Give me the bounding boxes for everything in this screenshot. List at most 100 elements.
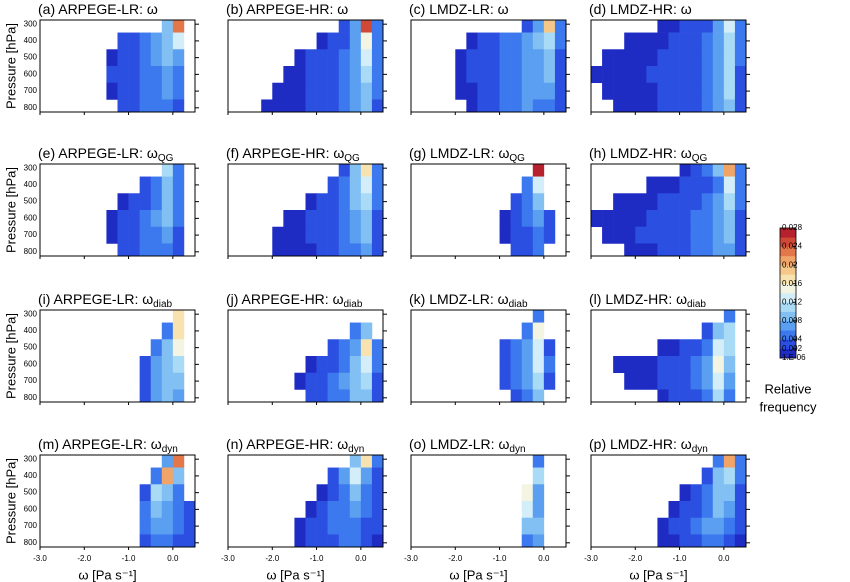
cell	[521, 243, 534, 256]
y-tick-label: 700	[24, 376, 38, 385]
cell	[360, 517, 373, 535]
cell	[117, 226, 129, 244]
cell	[701, 210, 714, 228]
cell	[646, 32, 658, 50]
cell	[510, 99, 523, 112]
cell	[338, 534, 351, 547]
cells	[613, 310, 736, 402]
cell	[613, 66, 625, 84]
cell	[172, 66, 185, 84]
cell	[455, 66, 467, 84]
cell	[690, 226, 703, 244]
cell	[543, 99, 556, 112]
cell	[532, 467, 545, 485]
cell	[723, 176, 736, 194]
cell	[679, 372, 691, 390]
cell	[117, 32, 129, 50]
cell	[172, 517, 185, 535]
panel-title: (k) LMDZ-LR: ωdiab	[409, 291, 528, 310]
cell	[316, 193, 328, 211]
cell	[106, 210, 118, 228]
title-text: (d) LMDZ-HR: ω	[589, 1, 692, 17]
cell	[723, 243, 736, 256]
cell	[294, 517, 306, 535]
cell	[499, 99, 511, 112]
cell	[591, 210, 603, 228]
cell	[338, 356, 351, 374]
cell	[150, 356, 163, 374]
colorbar-swatch	[780, 302, 796, 312]
cell	[128, 32, 140, 50]
y-tick-label: 800	[24, 538, 38, 547]
cell	[646, 176, 658, 194]
cell	[305, 517, 317, 535]
cell	[371, 20, 383, 33]
cell	[150, 501, 163, 519]
cell	[161, 372, 174, 390]
cell	[338, 32, 351, 50]
cell	[635, 49, 647, 67]
cell	[602, 210, 614, 228]
colorbar-swatch	[780, 320, 796, 331]
cell	[466, 99, 478, 112]
cell	[349, 20, 362, 33]
title-subscript: dyn	[692, 444, 708, 455]
cell	[712, 243, 725, 256]
cell	[139, 176, 152, 194]
cell	[139, 389, 152, 402]
cell	[488, 32, 500, 50]
cell	[349, 517, 362, 535]
cell	[679, 82, 691, 100]
cell	[624, 99, 636, 112]
cell	[371, 82, 383, 100]
cell	[668, 176, 680, 194]
cell	[532, 193, 545, 211]
cell	[371, 210, 383, 228]
cell	[477, 32, 489, 50]
cell	[172, 372, 185, 390]
x-tick-label: -1.0	[310, 554, 324, 563]
panel-title: (o) LMDZ-LR: ωdyn	[409, 436, 526, 455]
panel-title: (l) LMDZ-HR: ωdiab	[589, 291, 706, 310]
cell	[360, 20, 373, 33]
cell	[723, 322, 736, 340]
cell	[723, 66, 736, 84]
colorbar-tick-label: 0.028	[782, 223, 803, 232]
cell	[349, 356, 362, 374]
cell	[360, 484, 373, 502]
cell	[723, 164, 736, 177]
cell	[338, 339, 351, 357]
cell	[723, 339, 736, 357]
cell	[360, 82, 373, 100]
cells	[261, 20, 383, 112]
y-tick-label: 700	[24, 521, 38, 530]
cell	[679, 49, 691, 67]
cell	[349, 49, 362, 67]
cell	[161, 243, 174, 256]
cell	[349, 322, 362, 340]
panel-title: (d) LMDZ-HR: ω	[589, 1, 692, 17]
cell	[521, 389, 534, 402]
cell	[128, 49, 140, 67]
cell	[305, 389, 317, 402]
cell	[161, 467, 174, 485]
cell	[305, 534, 317, 547]
cell	[543, 66, 556, 84]
title-text: (h) LMDZ-HR: ω	[589, 145, 692, 161]
cell	[161, 193, 174, 211]
cell	[150, 66, 163, 84]
y-tick-label: 300	[24, 454, 38, 463]
cell	[139, 226, 152, 244]
cell	[499, 32, 511, 50]
cell	[349, 176, 362, 194]
cell	[521, 517, 534, 535]
cell	[635, 66, 647, 84]
cell	[613, 49, 625, 67]
cell	[532, 176, 545, 194]
cell	[161, 82, 174, 100]
cell	[294, 226, 306, 244]
cell	[466, 66, 478, 84]
cell	[371, 243, 383, 256]
cell	[701, 322, 714, 340]
cell	[349, 82, 362, 100]
